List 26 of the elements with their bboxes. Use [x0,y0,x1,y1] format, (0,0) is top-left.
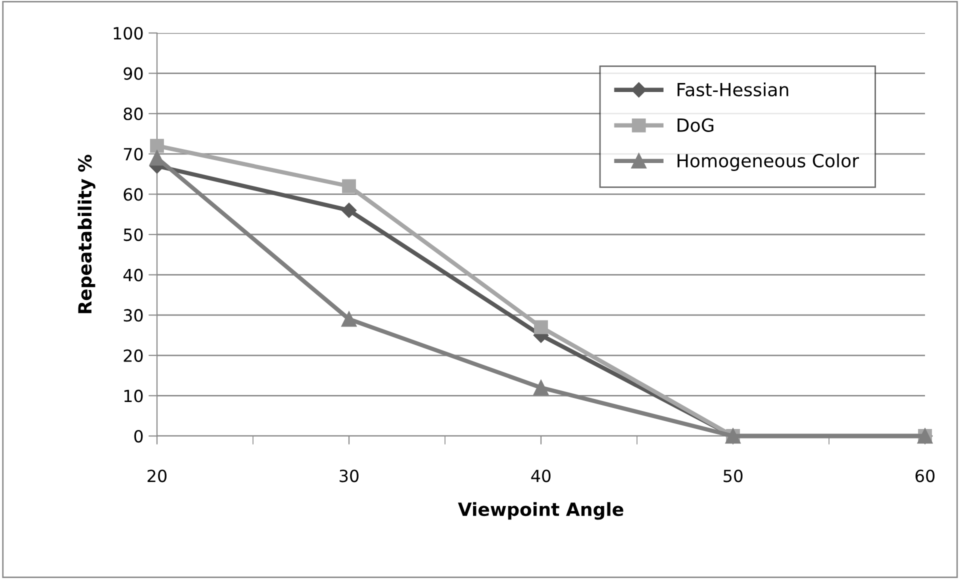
x-tick-label: 60 [916,470,934,482]
y-tick-label: 80 [124,108,143,120]
y-tick-label: 20 [124,349,143,362]
legend-label: Homogeneous Color [678,154,860,171]
y-tick-label: 60 [124,188,143,201]
legend-label: DoG [678,118,714,132]
point [534,320,548,334]
x-tick-label: 20 [148,470,166,482]
y-tick-label: 90 [124,67,143,80]
x-tick-label: 50 [724,470,742,482]
y-tick-label: 10 [124,390,143,402]
y-tick-label: 100 [114,26,143,40]
point [533,380,549,396]
y-tick-label: 30 [124,309,143,322]
y-tick-label: 40 [123,268,143,282]
y-tick-label: 50 [124,228,143,242]
x-tick-label: 30 [340,470,358,482]
y-tick-label: 0 [134,430,143,443]
legend-label: Fast-Hessian [678,82,788,96]
x-tick-label: 40 [531,470,550,482]
x-axis-title: Viewpoint Angle [458,502,624,520]
point [342,179,356,194]
point [341,311,357,327]
point [341,202,357,218]
y-axis-title: Repeatability % [78,154,96,314]
y-tick-label: 70 [124,148,143,160]
